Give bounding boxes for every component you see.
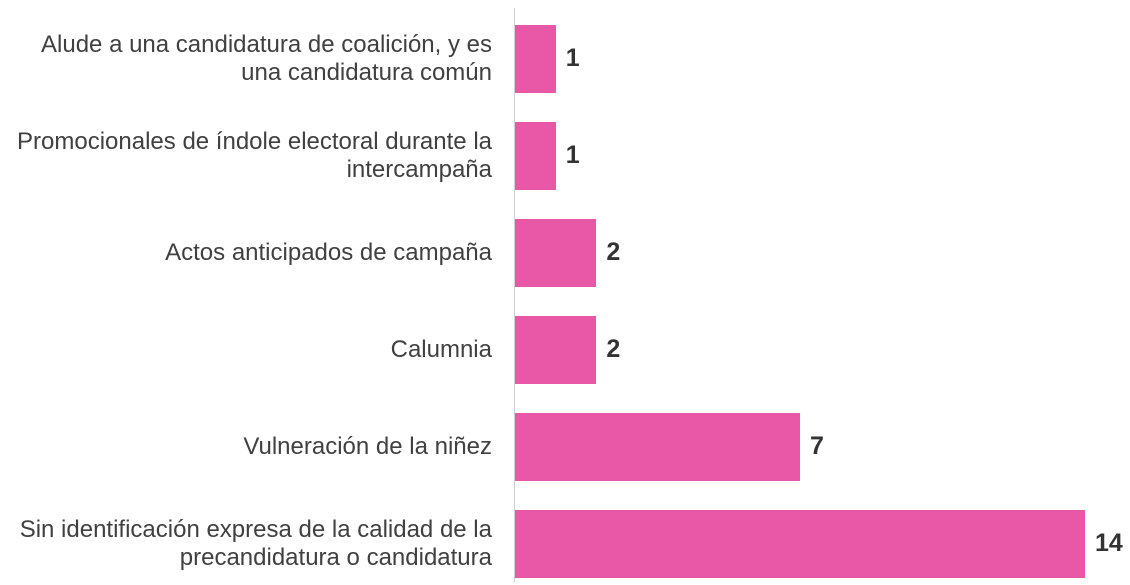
category-label: Alude a una candidatura de coalición, y …	[41, 30, 492, 86]
value-label: 1	[565, 44, 580, 72]
category-label: Vulneración de la niñez	[243, 432, 492, 460]
value-label: 2	[606, 335, 621, 363]
bar	[515, 121, 556, 190]
bar	[515, 24, 556, 93]
value-label: 7	[810, 432, 824, 460]
category-label: Promocionales de índole electoral durant…	[17, 127, 492, 183]
bar	[515, 315, 597, 384]
value-label: 14	[1095, 529, 1123, 557]
category-label: Actos anticipados de campaña	[165, 238, 492, 266]
value-label: 2	[606, 238, 621, 266]
value-label: 1	[565, 141, 580, 169]
axis-line	[514, 8, 515, 582]
category-label: Calumnia	[390, 335, 492, 363]
category-label: Sin identificación expresa de la calidad…	[19, 515, 492, 571]
bar	[515, 218, 597, 287]
bar	[515, 412, 800, 481]
bar	[515, 509, 1085, 578]
